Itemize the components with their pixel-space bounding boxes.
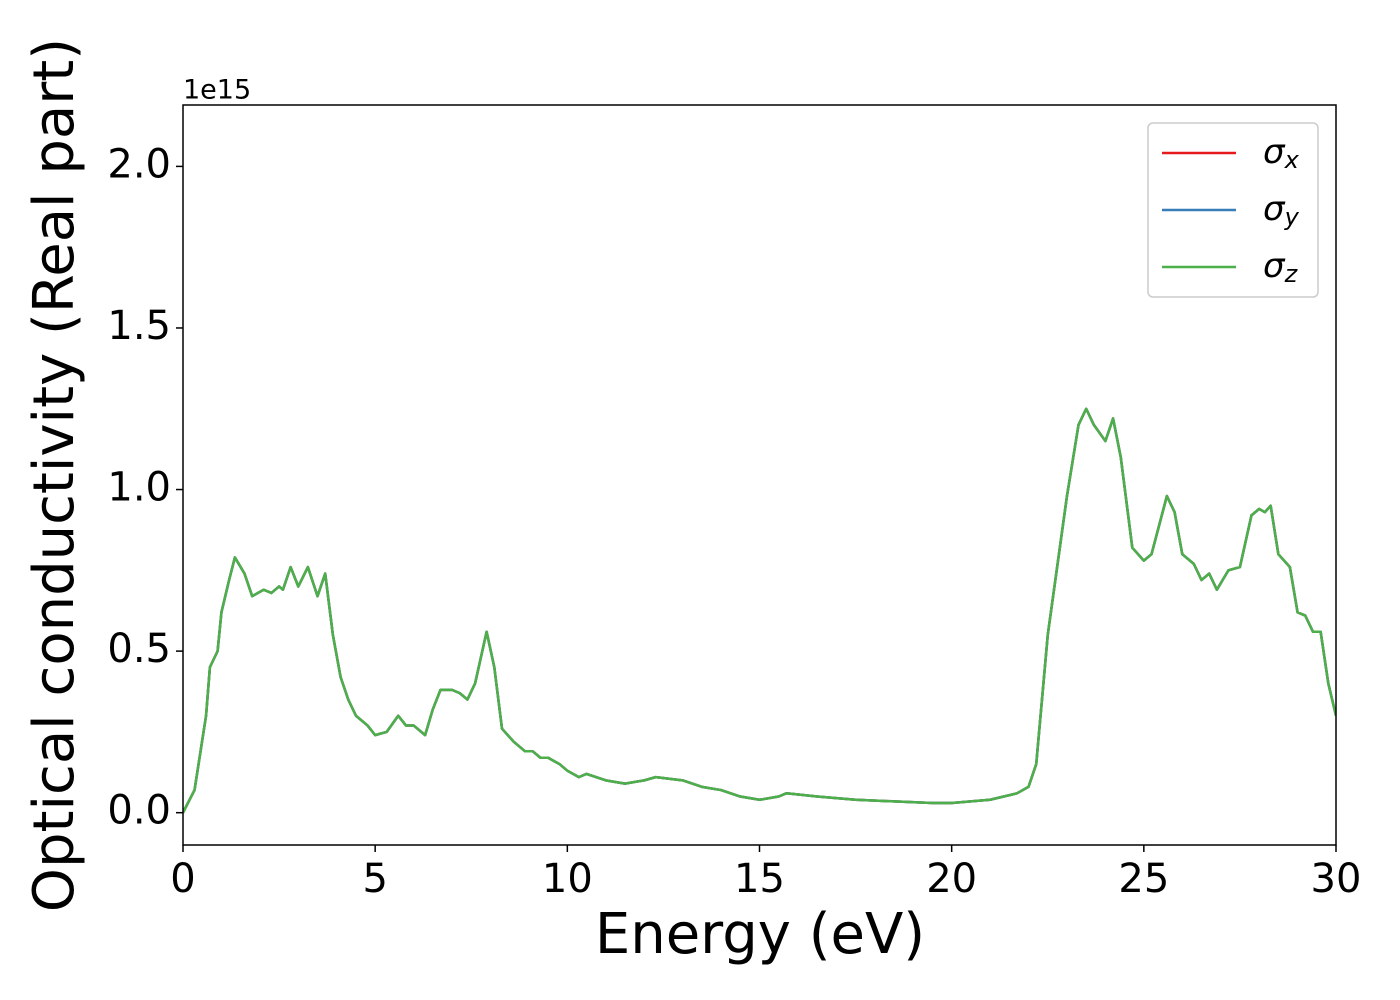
x-tick-label: 30 xyxy=(1311,856,1362,902)
x-tick-label: 15 xyxy=(734,856,785,902)
y-tick-label: 0.0 xyxy=(107,788,171,834)
x-tick-label: 20 xyxy=(926,856,977,902)
legend-label: σx xyxy=(1263,132,1300,175)
x-tick-label: 10 xyxy=(542,856,593,902)
y-tick-label: 0.5 xyxy=(107,626,171,672)
legend-label: σy xyxy=(1263,189,1300,232)
y-tick-label: 1.5 xyxy=(107,303,171,349)
series-line xyxy=(183,407,1336,814)
y-axis-label: Optical conductivity (Real part) xyxy=(22,38,87,912)
legend-label: σz xyxy=(1263,246,1299,289)
y-offset-label: 1e15 xyxy=(183,75,251,106)
x-tick-label: 0 xyxy=(170,856,195,902)
y-tick-label: 1.0 xyxy=(107,465,171,511)
y-tick-label: 2.0 xyxy=(107,141,171,187)
x-axis-label: Energy (eV) xyxy=(595,902,925,967)
x-tick-label: 5 xyxy=(362,856,387,902)
x-tick-label: 25 xyxy=(1118,856,1169,902)
plot-frame xyxy=(182,104,1337,846)
legend: σx σy σz xyxy=(1147,122,1319,298)
